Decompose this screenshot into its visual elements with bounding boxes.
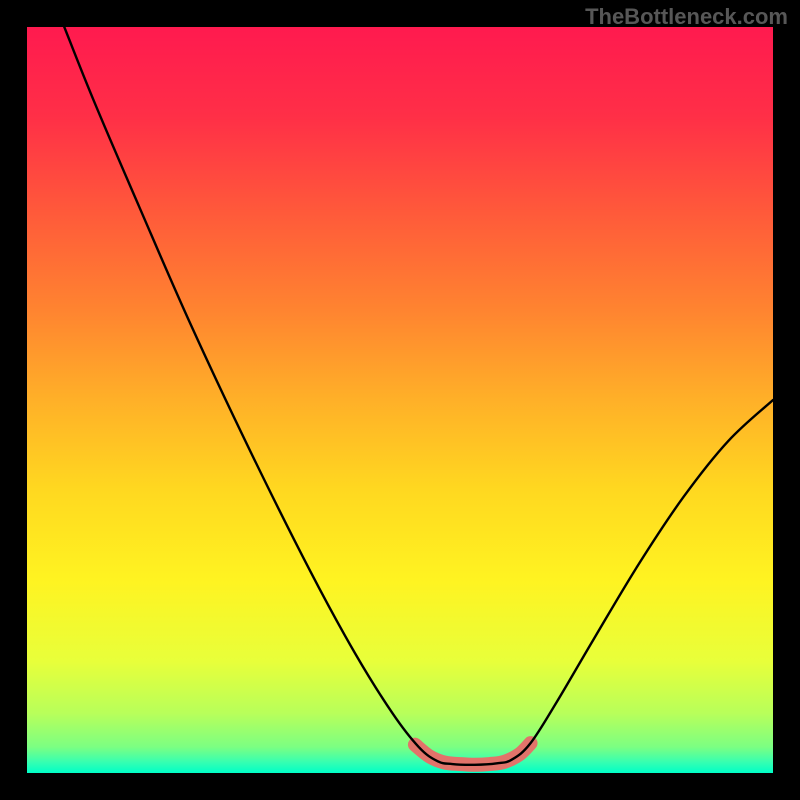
chart-frame: TheBottleneck.com: [0, 0, 800, 800]
bottleneck-curve: [64, 27, 773, 765]
highlight-band: [415, 743, 531, 765]
curve-layer: [27, 27, 773, 773]
watermark-text: TheBottleneck.com: [585, 4, 788, 30]
plot-area: [27, 27, 773, 773]
